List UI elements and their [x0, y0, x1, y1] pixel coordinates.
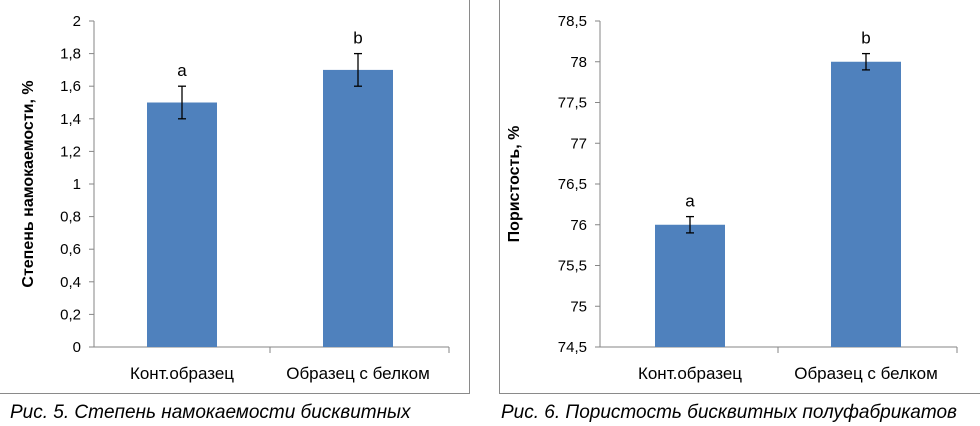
y-tick-label: 78,5 — [558, 13, 587, 30]
y-tick-label: 75,5 — [558, 258, 587, 275]
y-axis-title: Степень намокаемости, % — [20, 80, 37, 287]
y-tick-label: 1 — [73, 176, 81, 193]
bar-1 — [147, 102, 217, 347]
y-tick-label: 76 — [570, 217, 587, 234]
y-tick-label: 1,2 — [60, 143, 81, 160]
bar-1 — [655, 224, 725, 347]
y-tick-label: 0,8 — [60, 209, 81, 226]
y-tick-label: 1,6 — [60, 78, 81, 95]
x-category-label-1: Конт.образец — [638, 364, 742, 383]
y-tick-label: 78 — [570, 54, 587, 71]
y-tick-label: 75 — [570, 298, 587, 315]
x-category-label-2: Образец с белком — [794, 364, 938, 383]
y-tick-label: 2 — [73, 13, 81, 30]
y-tick-label: 1,4 — [60, 111, 81, 128]
significance-letter-2: b — [861, 29, 870, 48]
y-tick-label: 76,5 — [558, 176, 587, 193]
bar-2 — [831, 61, 901, 347]
y-tick-label: 74,5 — [558, 339, 587, 356]
figure-caption-right: Рис. 6. Пористость бисквитных полуфабрик… — [501, 402, 957, 423]
significance-letter-2: b — [353, 29, 362, 48]
y-tick-label: 0,6 — [60, 241, 81, 258]
y-tick-label: 0 — [73, 339, 81, 356]
chart-right: 74,5 75 75,5 76 76,5 77 77,5 78 78,5 a Конт.образе… — [506, 13, 958, 383]
figure-caption-left: Рис. 5. Степень намокаемости бисквитных — [10, 402, 411, 423]
bar-2 — [323, 69, 393, 348]
significance-letter-1: a — [685, 192, 695, 211]
y-tick-label: 0,4 — [60, 274, 81, 291]
y-tick-label: 0,2 — [60, 306, 81, 323]
x-category-label-2: Образец с белком — [286, 364, 430, 383]
chart-left: 0 0,2 0,4 0,6 0,8 1 1,2 1,4 1,6 1,8 2 a Конт.образец… — [20, 13, 450, 383]
charts-canvas: 0 0,2 0,4 0,6 0,8 1 1,2 1,4 1,6 1,8 2 a Конт.образец… — [20, 13, 958, 383]
y-tick-label: 77,5 — [558, 95, 587, 112]
y-tick-label: 77 — [570, 135, 587, 152]
y-tick-label: 1,8 — [60, 46, 81, 63]
x-category-label-1: Конт.образец — [130, 364, 234, 383]
y-axis-title: Пористость, % — [506, 126, 523, 243]
significance-letter-1: a — [177, 61, 187, 80]
